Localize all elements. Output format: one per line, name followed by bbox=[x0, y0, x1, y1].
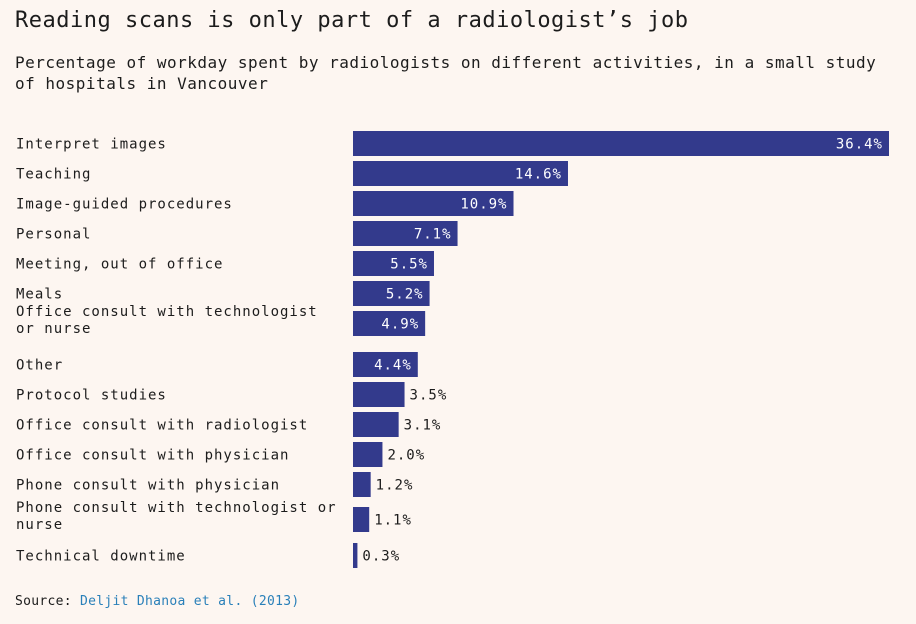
category-label: Office consult with radiologist bbox=[16, 418, 308, 434]
value-label: 7.1% bbox=[414, 227, 452, 243]
value-label: 4.4% bbox=[374, 358, 412, 374]
source-line: Source: Deljit Dhanoa et al. (2013) bbox=[15, 594, 299, 609]
bar bbox=[353, 412, 399, 437]
value-label: 3.1% bbox=[404, 418, 442, 434]
category-label: Interpret images bbox=[16, 137, 167, 153]
value-label: 2.0% bbox=[387, 448, 425, 464]
category-label: Image-guided procedures bbox=[16, 197, 233, 213]
chart-title: Reading scans is only part of a radiolog… bbox=[15, 8, 689, 33]
source-label: Source: bbox=[15, 594, 72, 609]
value-label: 4.9% bbox=[381, 317, 419, 333]
bar bbox=[353, 131, 889, 156]
value-label: 0.3% bbox=[362, 549, 400, 565]
category-label: Phone consult with physician bbox=[16, 478, 280, 494]
chart-subtitle: Percentage of workday spent by radiologi… bbox=[15, 53, 877, 93]
category-label: Office consult with physician bbox=[16, 448, 289, 464]
category-label: Personal bbox=[16, 227, 91, 243]
category-label: Meals bbox=[16, 287, 63, 303]
bar bbox=[353, 221, 458, 246]
bar bbox=[353, 161, 568, 186]
bar bbox=[353, 281, 430, 306]
category-label: Other bbox=[16, 358, 63, 374]
bar bbox=[353, 311, 426, 336]
bar bbox=[353, 543, 358, 568]
value-label: 10.9% bbox=[460, 197, 507, 213]
bar bbox=[353, 442, 383, 467]
value-label: 5.2% bbox=[386, 287, 424, 303]
source-link[interactable]: Deljit Dhanoa et al. (2013) bbox=[80, 594, 300, 609]
category-label: Office consult with technologist or nurse bbox=[16, 304, 318, 337]
bar bbox=[353, 472, 371, 497]
category-label: Technical downtime bbox=[16, 549, 186, 565]
bar bbox=[353, 507, 370, 532]
bar bbox=[353, 191, 514, 216]
bar bbox=[353, 382, 405, 407]
value-label: 14.6% bbox=[515, 167, 562, 183]
category-label: Phone consult with technologist or nurse bbox=[16, 500, 337, 533]
value-label: 5.5% bbox=[390, 257, 428, 273]
value-label: 1.1% bbox=[374, 513, 412, 529]
category-label: Protocol studies bbox=[16, 388, 167, 404]
category-label: Meeting, out of office bbox=[16, 257, 223, 273]
bar bbox=[353, 352, 418, 377]
value-label: 1.2% bbox=[376, 478, 414, 494]
bar bbox=[353, 251, 434, 276]
value-label: 36.4% bbox=[836, 137, 883, 153]
value-label: 3.5% bbox=[410, 388, 448, 404]
category-label: Teaching bbox=[16, 167, 91, 183]
